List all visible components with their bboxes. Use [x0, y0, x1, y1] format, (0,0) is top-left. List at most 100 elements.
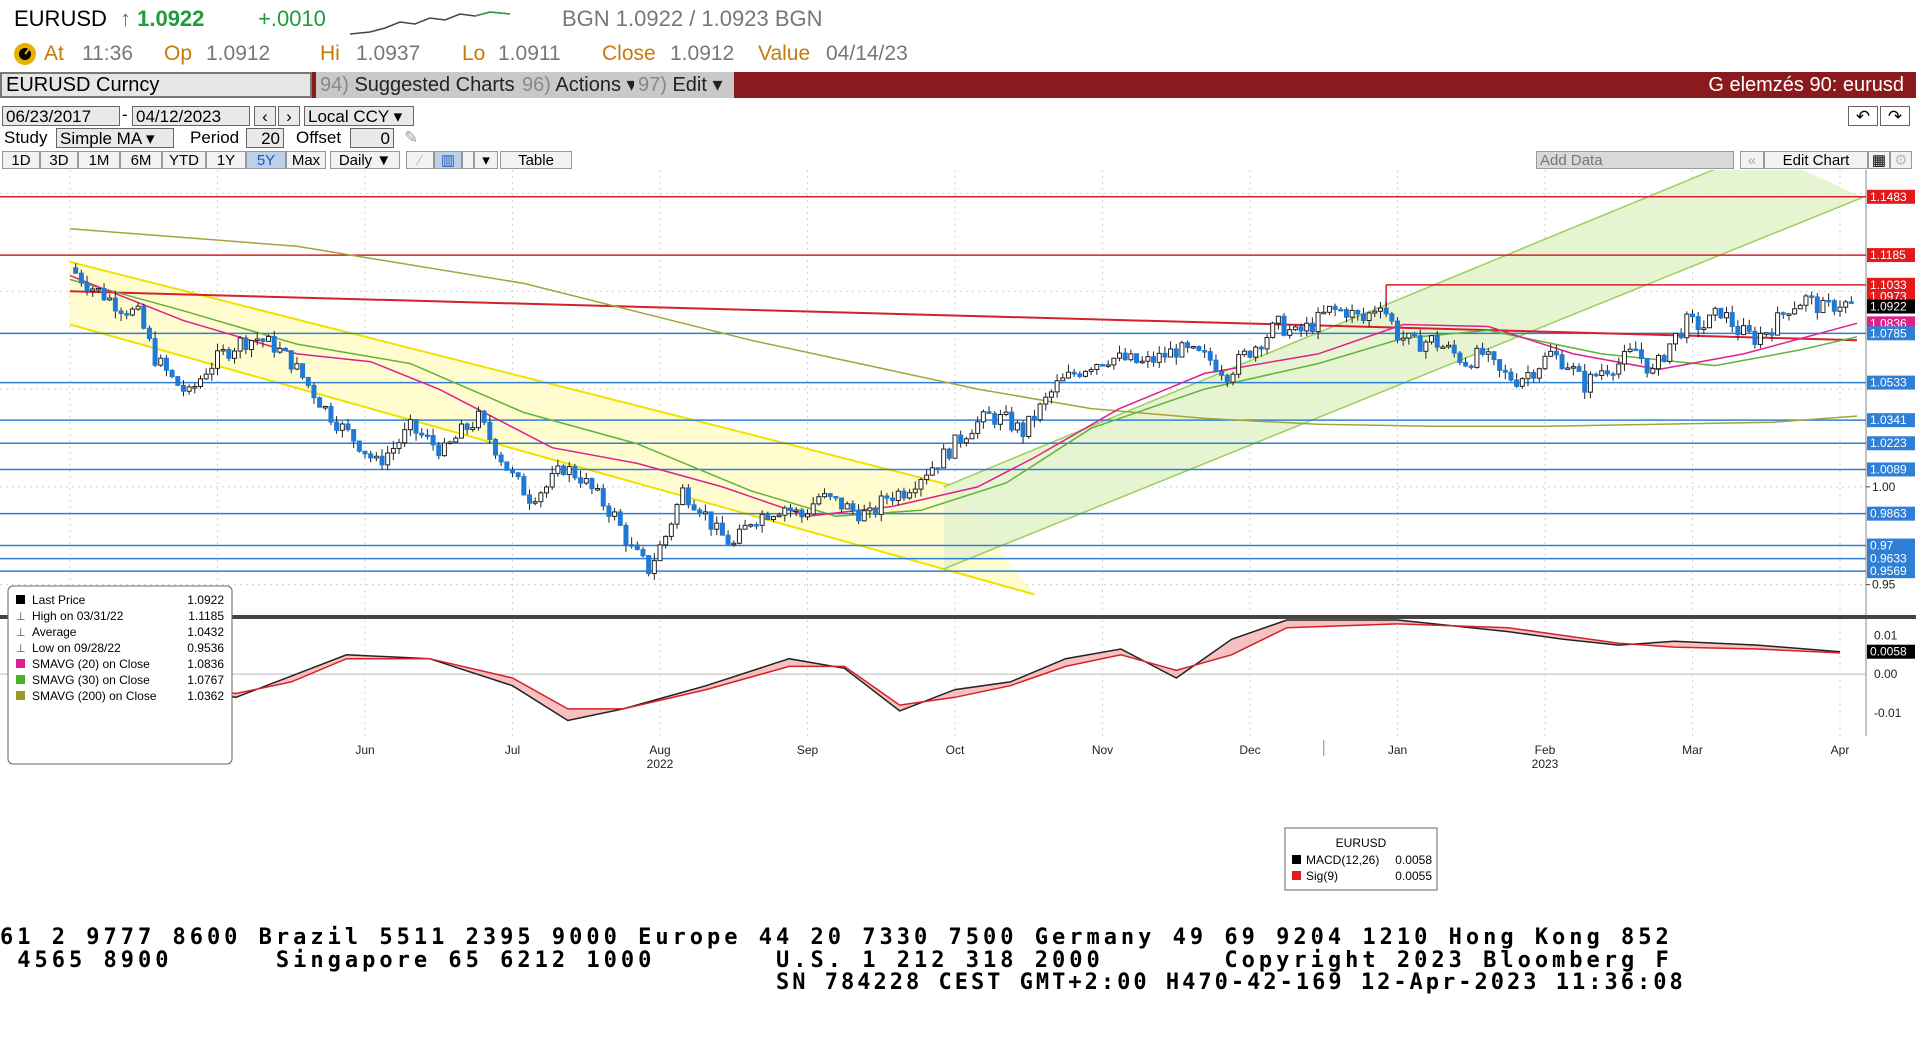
period-1m[interactable]: 1M — [78, 151, 120, 169]
period-max[interactable]: Max — [286, 151, 326, 169]
candle-down — [1463, 361, 1469, 367]
candle-up — [1570, 366, 1576, 369]
edit-chart-button[interactable]: Edit Chart — [1764, 151, 1868, 169]
legend-value: 1.1185 — [188, 609, 224, 623]
candle-down — [1247, 350, 1253, 358]
chevron-left-icon[interactable]: ‹ — [254, 106, 276, 126]
redo-icon[interactable]: ↷ — [1880, 106, 1910, 126]
x-year-label: 2023 — [1532, 757, 1559, 771]
candle-up — [776, 514, 782, 518]
price-tag-box — [1867, 375, 1915, 390]
candle-down — [492, 438, 498, 456]
chevron-right-icon[interactable]: › — [278, 106, 300, 126]
line-chart-icon[interactable]: ⁄ — [406, 151, 434, 169]
candle-up — [1775, 312, 1781, 336]
candle-down — [935, 467, 941, 470]
price-change: +.0010 — [258, 6, 326, 31]
candle-down — [725, 534, 731, 545]
candle-up — [1037, 403, 1043, 421]
candle-down — [498, 454, 504, 463]
candle-down — [1514, 379, 1520, 387]
chart-settings-icon[interactable]: ▦ — [1868, 151, 1890, 169]
candle-down — [1695, 316, 1701, 331]
end-date-field[interactable]: 04/12/2023 — [132, 106, 250, 126]
study-select[interactable]: Simple MA ▾ — [56, 128, 174, 148]
frequency-select[interactable]: Daily ▼ — [330, 151, 400, 169]
candle-down — [328, 405, 334, 423]
candle-down — [1604, 370, 1610, 375]
candle-down — [169, 369, 175, 378]
candle-up — [237, 337, 243, 352]
candle-up — [1701, 327, 1707, 331]
candle-up — [385, 452, 391, 466]
period-5y[interactable]: 5Y — [246, 151, 286, 169]
candle-down — [561, 465, 567, 476]
period-1d[interactable]: 1D — [2, 151, 40, 169]
price-chart[interactable]: 1.14831.11851.10331.09731.09221.08361.07… — [0, 170, 1916, 925]
start-date-field[interactable]: 06/23/2017 — [2, 106, 120, 126]
support-resistance-lines — [0, 196, 1866, 572]
sma200-line — [69, 227, 1858, 427]
candle-up — [1792, 308, 1798, 315]
legend-value: 1.0432 — [187, 625, 224, 639]
analysis-title: G elemzés 90: eurusd — [1708, 74, 1904, 96]
candle-up — [1253, 346, 1259, 358]
edit-num: 97) — [638, 74, 667, 96]
candle-up — [651, 560, 657, 575]
candle-chart-icon[interactable]: ▥ — [434, 151, 462, 169]
candle-up — [1060, 377, 1066, 382]
period-3d[interactable]: 3D — [40, 151, 78, 169]
candle-up — [1655, 354, 1661, 370]
period-6m[interactable]: 6M — [120, 151, 162, 169]
price-tag-box — [1867, 564, 1915, 579]
candle-down — [356, 440, 362, 452]
candle-up — [1190, 345, 1196, 349]
period-ytd[interactable]: YTD — [162, 151, 206, 169]
candle-down — [799, 509, 805, 518]
add-data-input[interactable]: Add Data — [1536, 151, 1734, 169]
price-tags: 1.14831.11851.10331.09731.09221.08361.07… — [1866, 189, 1915, 592]
period-input[interactable]: 20 — [246, 128, 284, 148]
candle-down — [1151, 356, 1157, 363]
candle-up — [702, 511, 708, 515]
macd-legend-value: 0.0058 — [1395, 853, 1432, 867]
candle-up — [663, 535, 669, 546]
suggested-charts-button[interactable]: 94) Suggested Charts — [316, 72, 520, 98]
candle-down — [708, 511, 714, 530]
gauge-icon[interactable] — [12, 42, 38, 66]
candle-down — [368, 453, 374, 459]
edit-menu-button[interactable]: 97) Edit ▾ — [634, 72, 734, 98]
pencil-icon[interactable]: ✎ — [404, 128, 419, 147]
candle-down — [685, 487, 691, 506]
chevron-down-icon[interactable]: ▾ — [474, 151, 498, 169]
candle-up — [759, 513, 765, 526]
close-label: Close — [602, 42, 656, 65]
table-button[interactable]: Table — [500, 151, 572, 169]
period-1y[interactable]: 1Y — [206, 151, 246, 169]
candle-up — [1287, 329, 1293, 336]
candle-up — [1349, 309, 1355, 318]
open-label: Op — [164, 42, 193, 65]
currency-select[interactable]: Local CCY ▾ — [304, 106, 414, 126]
x-year-label: 2022 — [647, 757, 674, 771]
offset-input[interactable]: 0 — [350, 128, 394, 148]
candle-up — [453, 437, 459, 443]
at-value: 11:36 — [82, 42, 133, 65]
candle-up — [266, 335, 272, 342]
candle-down — [436, 444, 442, 457]
candle-up — [793, 509, 799, 512]
candle-down — [1383, 307, 1389, 315]
legend-value: 1.0836 — [187, 657, 224, 671]
candle-up — [1377, 307, 1383, 312]
actions-menu-button[interactable]: 96) Actions ▾ — [518, 72, 637, 98]
gear-icon[interactable]: ⚙ — [1890, 151, 1912, 169]
candle-down — [697, 509, 703, 515]
frequency-value: Daily — [338, 152, 373, 169]
study-label: Study — [4, 128, 48, 147]
undo-icon[interactable]: ↶ — [1848, 106, 1878, 126]
low-value: 1.0911 — [498, 42, 561, 65]
collapse-icon[interactable]: « — [1740, 151, 1764, 169]
security-field[interactable]: EURUSD Curncy — [0, 72, 312, 98]
candle-down — [419, 432, 425, 436]
candle-down — [424, 434, 430, 438]
